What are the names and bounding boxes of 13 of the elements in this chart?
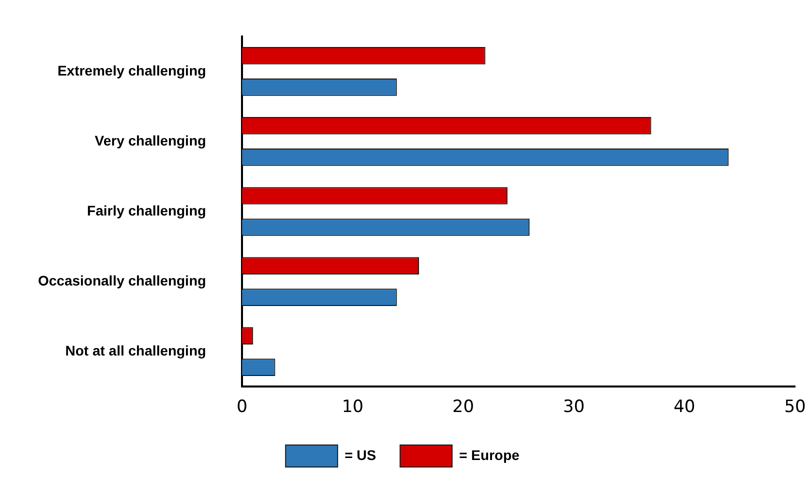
x-tick-label: 40: [674, 397, 696, 418]
x-tick-label: 0: [236, 397, 248, 418]
y-tick-label: Extremely challenging: [57, 62, 206, 78]
y-tick-label: Fairly challenging: [87, 202, 206, 218]
x-tick-label: 30: [563, 397, 585, 418]
y-tick-label: Very challenging: [94, 132, 206, 148]
x-tick-label: 10: [342, 397, 364, 418]
y-tick-label: Occasionally challenging: [38, 272, 206, 288]
legend-label: = US: [344, 446, 376, 463]
x-tick-label: 50: [784, 397, 806, 418]
y-tick-label: Not at all challenging: [65, 342, 206, 358]
legend-label: = Europe: [459, 446, 520, 463]
x-tick-label: 20: [452, 397, 474, 418]
